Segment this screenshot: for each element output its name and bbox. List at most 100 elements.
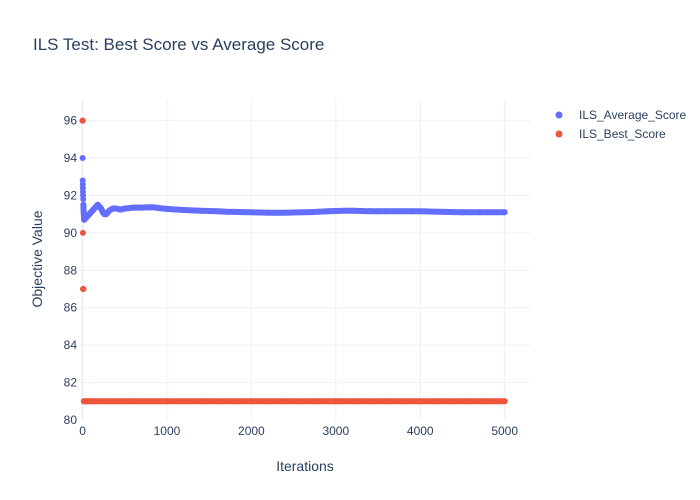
data-point [332,207,339,214]
data-point [265,398,272,405]
data-point [163,398,170,405]
series-ils-average-score [79,117,508,223]
data-point [349,398,356,405]
series-ils-best-score [79,117,508,405]
data-point [214,208,221,215]
data-point [155,398,162,405]
y-tick-label: 80 [64,413,78,427]
chart-title: ILS Test: Best Score vs Average Score [33,35,324,54]
legend-marker [555,111,563,119]
data-point [134,204,141,211]
legend-label: ILS_Best_Score [579,127,666,141]
data-point [434,208,441,215]
x-tick-label: 4000 [407,424,434,438]
data-point [315,208,322,215]
data-point [383,398,390,405]
data-point [79,117,86,124]
data-point [138,398,145,405]
data-point [400,398,407,405]
data-point [256,209,263,216]
data-point [408,208,415,215]
data-point [214,398,221,405]
data-point [92,398,99,405]
y-tick-label: 92 [64,188,78,202]
y-tick-label: 82 [64,376,78,390]
data-point [147,204,154,211]
data-point [172,206,179,213]
data-point [130,204,137,211]
data-point [282,209,289,216]
data-point [248,398,255,405]
x-tick-label: 0 [79,424,86,438]
data-point [434,398,441,405]
data-point [484,398,491,405]
data-point [358,207,365,214]
legend: ILS_Average_Score ILS_Best_Score [555,108,687,141]
data-point [391,208,398,215]
data-point [476,209,483,216]
y-tick-label: 84 [64,338,78,352]
data-point [349,207,356,214]
plot-area [79,117,508,405]
data-point [501,209,508,216]
data-point [341,207,348,214]
data-point [493,209,500,216]
data-point [459,209,466,216]
data-point [80,196,87,203]
data-point [87,398,94,405]
data-point [189,207,196,214]
data-point [104,398,111,405]
data-point [375,208,382,215]
y-tick-label: 88 [64,263,78,277]
data-point [80,205,87,212]
data-point [307,209,314,216]
data-point [121,398,128,405]
data-point [239,209,246,216]
x-tick-label: 5000 [491,424,518,438]
data-point [299,398,306,405]
data-point [282,398,289,405]
grid [80,100,530,420]
legend-item[interactable]: ILS_Average_Score [555,108,687,122]
data-point [442,208,449,215]
data-point [400,208,407,215]
data-point [417,208,424,215]
data-point [79,155,86,162]
data-point [451,209,458,216]
x-axis-ticks: 0 1000 2000 3000 4000 5000 [79,424,518,438]
data-point [467,398,474,405]
x-tick-label: 3000 [322,424,349,438]
data-point [180,207,187,214]
data-point [130,398,137,405]
data-point [425,208,432,215]
legend-item[interactable]: ILS_Best_Score [555,127,667,141]
data-point [206,207,213,214]
data-point [501,398,508,405]
data-point [290,209,297,216]
data-point [80,286,87,293]
y-tick-label: 90 [64,226,78,240]
data-point [113,398,120,405]
y-axis-ticks: 80 82 84 86 88 90 92 94 96 [64,114,78,427]
x-axis-title: Iterations [276,458,334,474]
data-point [383,208,390,215]
legend-marker [555,130,563,138]
data-point [197,207,204,214]
data-point [366,398,373,405]
data-point [451,398,458,405]
data-point [417,398,424,405]
data-point [142,204,149,211]
y-tick-label: 96 [64,114,78,128]
x-tick-label: 1000 [154,424,181,438]
data-point [324,208,331,215]
data-point [248,209,255,216]
legend-label: ILS_Average_Score [579,108,687,122]
data-point [163,205,170,212]
data-point [467,209,474,216]
data-point [231,208,238,215]
data-point [315,398,322,405]
data-point [332,398,339,405]
y-tick-label: 86 [64,301,78,315]
